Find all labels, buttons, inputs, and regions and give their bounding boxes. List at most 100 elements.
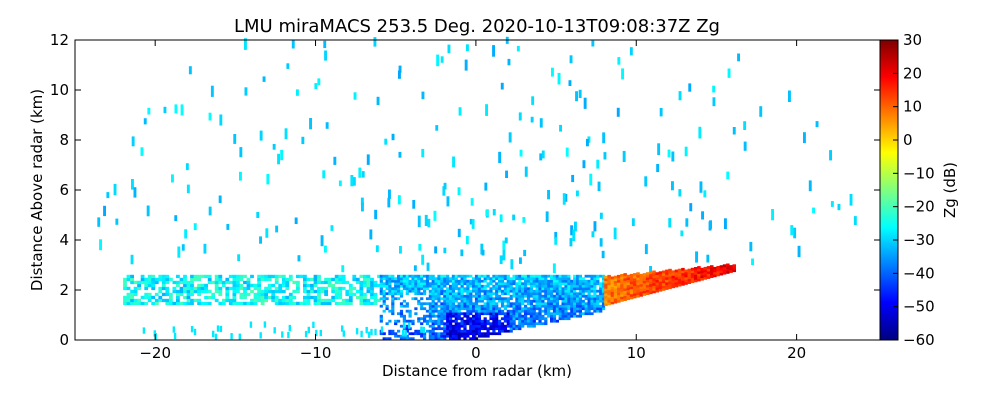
echo-cell: [512, 307, 516, 311]
echo-cell: [576, 277, 580, 281]
echo-cell: [474, 282, 479, 286]
echo-cell: [379, 277, 383, 281]
echo-cell: [384, 138, 388, 145]
echo-cell: [469, 307, 473, 311]
echo-cell: [338, 292, 343, 297]
echo-cell: [144, 283, 149, 288]
echo-cell: [599, 294, 603, 298]
echo-cell: [849, 194, 853, 206]
echo-cell: [313, 298, 318, 303]
echo-cell: [165, 301, 170, 306]
echo-cell: [440, 282, 444, 286]
echo-cell: [677, 271, 682, 274]
echo-cell: [576, 279, 580, 283]
echo-cell: [317, 274, 321, 279]
echo-cell: [604, 283, 608, 287]
echo-cell: [454, 327, 458, 331]
echo-cell: [373, 295, 378, 300]
echo-cell: [232, 289, 237, 294]
echo-cell: [428, 309, 432, 313]
echo-cell: [477, 327, 481, 331]
echo-cell: [649, 271, 653, 275]
echo-cell: [470, 198, 474, 206]
echo-cell: [486, 334, 490, 338]
echo-cell: [593, 307, 597, 311]
echo-cell: [151, 277, 156, 282]
echo-cell: [515, 312, 519, 316]
echo-cell: [573, 284, 577, 288]
echo-cell: [320, 235, 324, 247]
echo-cell: [539, 153, 543, 161]
echo-cell: [573, 292, 577, 296]
echo-cell: [829, 150, 832, 161]
echo-cell: [147, 292, 152, 297]
echo-cell: [538, 322, 542, 326]
echo-cell: [538, 297, 542, 301]
echo-cell: [457, 304, 461, 308]
echo-cell: [500, 82, 504, 90]
echo-cell: [601, 307, 606, 311]
echo-cell: [596, 307, 600, 311]
echo-cell: [179, 292, 184, 297]
echo-cell: [469, 279, 473, 283]
echo-cell: [532, 317, 536, 321]
echo-cell: [296, 280, 300, 285]
echo-cell: [483, 317, 487, 321]
echo-cell: [338, 180, 342, 187]
echo-cell: [503, 324, 507, 328]
echo-cell: [385, 307, 389, 311]
echo-cell: [573, 309, 577, 313]
echo-cell: [596, 304, 600, 308]
echo-cell: [474, 332, 479, 336]
echo-cell: [460, 304, 464, 308]
echo-cell: [561, 304, 565, 308]
echo-cell: [446, 279, 450, 283]
echo-cell: [694, 272, 698, 275]
echo-cell: [716, 271, 720, 274]
echo-cell: [633, 288, 637, 291]
echo-cell: [402, 314, 406, 318]
echo-cell: [420, 287, 424, 291]
echo-cell: [512, 317, 516, 321]
echo-cell: [345, 292, 350, 297]
echo-cell: [539, 118, 543, 128]
echo-cell: [498, 151, 502, 163]
echo-cell: [314, 83, 318, 90]
echo-cell: [712, 85, 716, 93]
echo-cell: [373, 283, 378, 288]
echo-cell: [639, 288, 643, 292]
echo-cell: [440, 287, 444, 291]
echo-cell: [379, 284, 383, 288]
echo-cell: [449, 289, 453, 293]
echo-cell: [544, 307, 548, 311]
echo-cell: [382, 299, 386, 303]
echo-cell: [320, 298, 325, 303]
echo-cell: [200, 274, 205, 279]
echo-cell: [561, 282, 565, 286]
echo-cell: [512, 302, 516, 306]
echo-cell: [197, 283, 201, 288]
echo-cell: [607, 279, 611, 283]
echo-cell: [161, 283, 166, 288]
echo-cell: [526, 299, 531, 303]
echo-cell: [596, 299, 600, 303]
echo-cell: [437, 282, 441, 286]
echo-cell: [726, 266, 730, 269]
echo-cell: [652, 270, 656, 274]
echo-cell: [495, 322, 499, 326]
echo-cell: [633, 275, 637, 279]
echo-cell: [477, 282, 481, 286]
echo-cell: [454, 299, 458, 303]
echo-cell: [544, 319, 548, 323]
echo-cell: [126, 292, 131, 297]
echo-cell: [428, 284, 432, 288]
echo-cell: [604, 278, 608, 282]
echo-cell: [434, 337, 438, 341]
echo-cell: [466, 334, 470, 338]
echo-cell: [629, 47, 633, 56]
echo-cell: [690, 267, 695, 271]
echo-cell: [457, 329, 461, 333]
echo-cell: [382, 284, 386, 288]
echo-cell: [665, 277, 669, 280]
